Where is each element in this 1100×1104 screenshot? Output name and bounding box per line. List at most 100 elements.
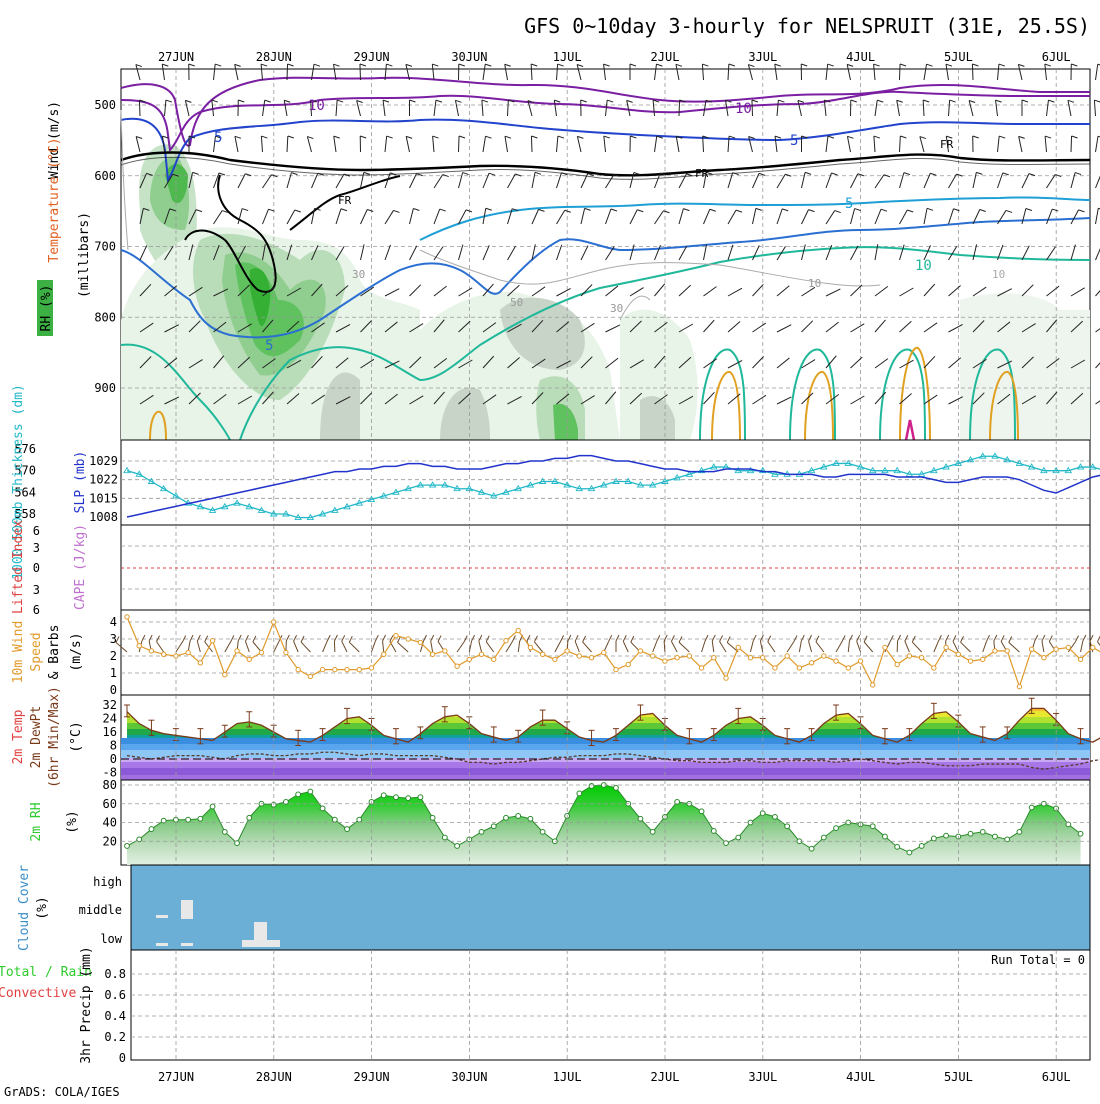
wind-speed-point: [553, 657, 557, 661]
wind-barb: [287, 64, 288, 80]
wind-barb: [1096, 136, 1099, 152]
rh2m-point: [406, 796, 411, 801]
wind-barb: [679, 100, 680, 116]
wind-speed-point: [504, 639, 508, 643]
wind-speed-point: [675, 656, 679, 660]
wind-barb-flag: [432, 64, 438, 66]
wind-barb: [1096, 245, 1100, 260]
wind-speed-point: [724, 676, 728, 680]
tick-label: 1015: [89, 491, 118, 505]
wind-speed-point: [296, 667, 300, 671]
wind10-barb-feather: [1090, 635, 1093, 641]
wind-barb-flag: [459, 64, 465, 66]
cape-label: CAPE (J/kg): [73, 524, 88, 610]
wind-speed-point: [614, 667, 618, 671]
rh2m-point: [968, 831, 973, 836]
wind-speed-point: [284, 650, 288, 654]
wind-barb: [360, 64, 361, 80]
temp2m-label: 2m Temp: [11, 709, 26, 764]
precip-axis-label: 3hr Precip (mm): [79, 946, 94, 1063]
rh2m-point: [589, 784, 594, 789]
tick-label: 1008: [89, 510, 118, 524]
cloud-low-label: low: [100, 932, 122, 946]
temp-band: [121, 744, 1090, 750]
wind-speed-point: [418, 640, 422, 644]
rh2m-point: [870, 824, 875, 829]
wind-speed-point: [650, 654, 654, 658]
wind-speed-point: [687, 654, 691, 658]
temp-minmax-label: (6hr Min/Max): [47, 686, 62, 788]
wind-speed-point: [1042, 656, 1046, 660]
contour-label: 10: [308, 98, 325, 114]
wind-speed-point: [467, 657, 471, 661]
temp-band: [121, 775, 1090, 780]
temp2m-unit: (°C): [69, 721, 84, 752]
rh2m-point: [931, 836, 936, 841]
wind-speed-point: [932, 666, 936, 670]
tick-label: 16: [103, 725, 117, 739]
cloud-middle-label: middle: [79, 903, 122, 917]
rh2m-point: [883, 834, 888, 839]
top-date-label: 3JUL: [748, 50, 777, 64]
wind-barb: [1096, 208, 1099, 224]
wind-speed-point: [565, 649, 569, 653]
tick-label: 80: [103, 778, 117, 792]
tick-label: 8: [110, 739, 117, 753]
wind-speed-point: [443, 649, 447, 653]
tick-label: 700: [94, 240, 116, 254]
tick-label: 0: [33, 561, 40, 575]
rh2m-point: [1029, 805, 1034, 810]
wind-speed-point: [956, 652, 960, 656]
wind-barb-flag: [927, 64, 933, 66]
wind-barb: [459, 136, 460, 152]
rh2m-point: [357, 817, 362, 822]
rh2m-point: [296, 792, 301, 797]
bottom-date-label: 27JUN: [158, 1070, 194, 1084]
wind-speed-point: [272, 620, 276, 624]
rh2m-point: [186, 817, 191, 822]
contour-label: 30: [610, 302, 623, 315]
cloud-panel-frame: [131, 865, 1090, 950]
wind-barb: [1096, 284, 1100, 296]
rh2m-point: [528, 816, 533, 821]
wind-barb-flag: [604, 64, 610, 66]
wind-speed-point: [773, 666, 777, 670]
top-date-label: 30JUN: [451, 50, 487, 64]
bottom-date-label: 4JUL: [846, 1070, 875, 1084]
wind-speed-point: [406, 637, 410, 641]
contour-label: 10: [808, 277, 821, 290]
rh2m-point: [736, 835, 741, 840]
wind-barb-flag: [630, 64, 636, 66]
wind-speed-point: [528, 645, 532, 649]
tick-label: 500: [94, 98, 116, 112]
wind-speed-point: [394, 633, 398, 637]
contour-label: FR: [695, 167, 709, 180]
precip-panel-frame: [131, 950, 1090, 1060]
wind-barb-flag: [235, 64, 241, 66]
bottom-date-label: 5JUL: [944, 1070, 973, 1084]
wind-barb: [1096, 323, 1100, 332]
wind-speed-point: [626, 662, 630, 666]
wind-barb: [1096, 356, 1100, 368]
wind-speed-point: [125, 615, 129, 619]
rh2m-point: [320, 806, 325, 811]
footer-credit: GrADS: COLA/IGES: [4, 1085, 120, 1099]
wind-barb-flag: [288, 64, 294, 66]
tick-label: 0: [119, 1051, 126, 1065]
wind-speed-point: [1066, 645, 1070, 649]
wind-barb-flag: [656, 64, 662, 66]
tick-label: 1022: [89, 473, 118, 487]
rh2m-point: [516, 814, 521, 819]
wind-speed-point: [479, 652, 483, 656]
tick-label: 6: [33, 603, 40, 617]
rh2m-point: [944, 833, 949, 838]
rh2m-point: [638, 816, 643, 821]
rh2m-point: [198, 816, 203, 821]
wind-speed-point: [712, 656, 716, 660]
wind-speed-point: [161, 652, 165, 656]
wind-speed-point: [1029, 647, 1033, 651]
